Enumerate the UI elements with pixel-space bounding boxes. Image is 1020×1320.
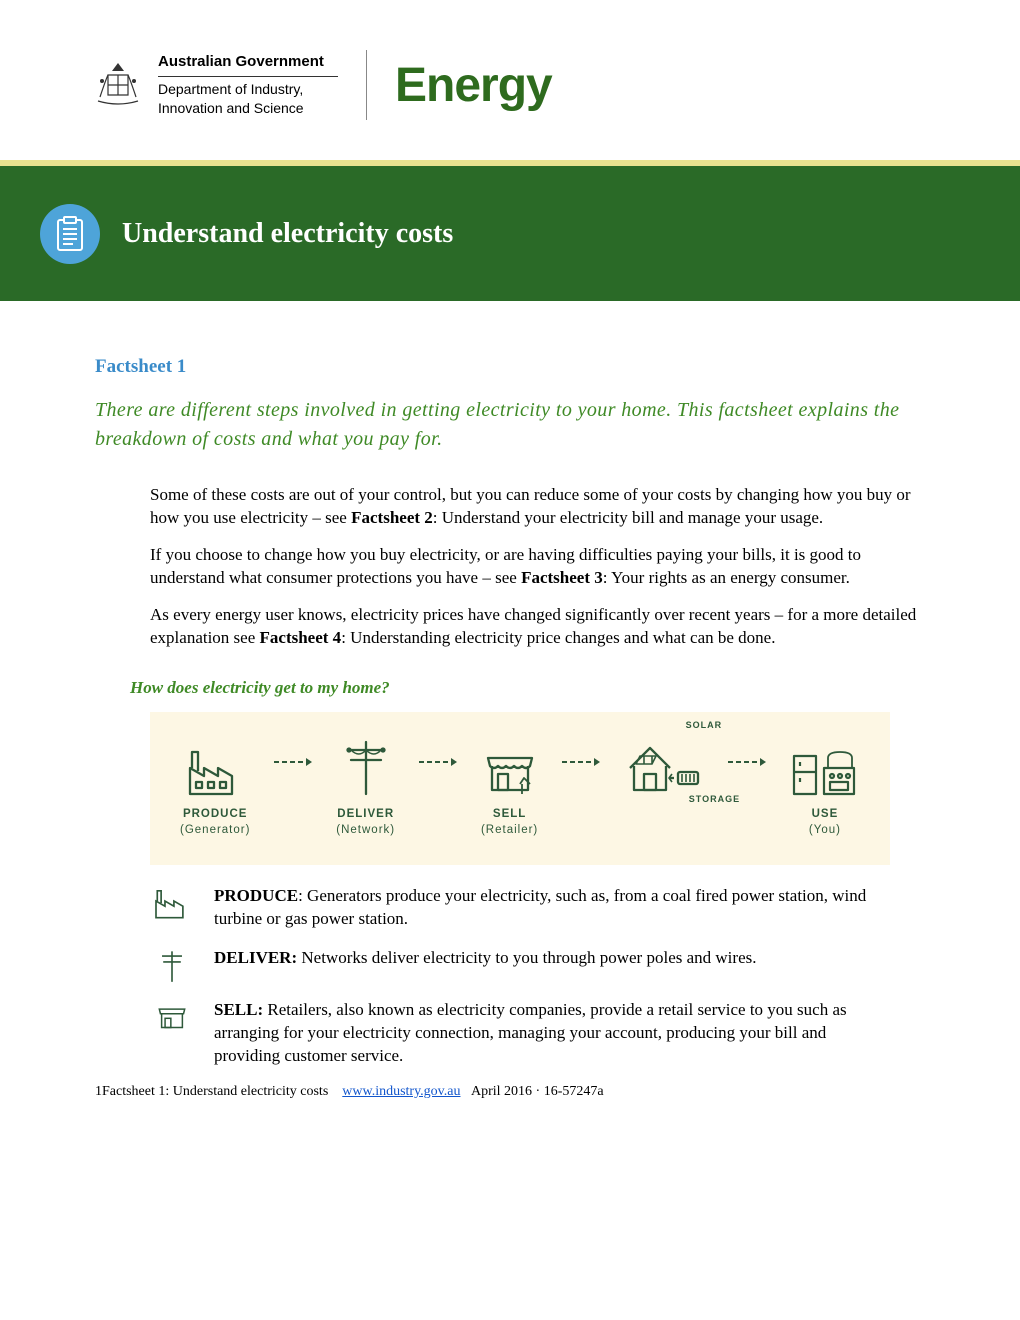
gov-text-block: Australian Government Department of Indu… (158, 52, 338, 117)
diagram-sell-label: SELL (Retailer) (481, 806, 538, 839)
para-2-b: : Your rights as an energy consumer. (603, 568, 850, 587)
header-logo-row: Australian Government Department of Indu… (0, 0, 1020, 160)
arrow-icon (728, 732, 766, 766)
label-text: SELL (481, 806, 538, 823)
storage-label: STORAGE (689, 794, 740, 804)
diagram-use-label: USE (You) (809, 806, 841, 839)
diagram-sell: SELL (Retailer) (481, 732, 538, 839)
footer-link[interactable]: www.industry.gov.au (342, 1084, 460, 1099)
factory-icon (186, 746, 244, 796)
diagram-row: PRODUCE (Generator) (170, 732, 870, 849)
page-title: Understand electricity costs (122, 218, 453, 250)
para-2-bold: Factsheet 3 (521, 568, 603, 587)
diagram-produce: PRODUCE (Generator) (180, 732, 250, 839)
diagram-heading: How does electricity get to my home? (130, 678, 925, 698)
desc-sell-body: Retailers, also known as electricity com… (214, 1000, 847, 1065)
label-text: PRODUCE (180, 806, 250, 823)
para-1-bold: Factsheet 2 (351, 508, 433, 527)
diagram-deliver-label: DELIVER (Network) (336, 806, 395, 839)
factory-icon (153, 887, 191, 919)
para-2: If you choose to change how you buy elec… (150, 544, 925, 590)
desc-produce-bold: PRODUCE (214, 886, 298, 905)
para-1-b: : Understand your electricity bill and m… (433, 508, 823, 527)
desc-sell-bold: SELL: (214, 1000, 263, 1019)
vertical-divider (366, 50, 367, 120)
footer: 1Factsheet 1: Understand electricity cos… (95, 1084, 1020, 1100)
para-3: As every energy user knows, electricity … (150, 604, 925, 650)
diagram-deliver: DELIVER (Network) (336, 732, 395, 839)
desc-sell: SELL: Retailers, also known as electrici… (150, 999, 890, 1068)
dept-line2: Innovation and Science (158, 99, 338, 118)
label-text: DELIVER (336, 806, 395, 823)
desc-produce: PRODUCE: Generators produce your electri… (150, 885, 890, 931)
appliances-icon (790, 742, 860, 796)
diagram-house: SOLAR STORAGE (624, 732, 704, 834)
diagram-produce-label: PRODUCE (Generator) (180, 806, 250, 839)
lede-text: There are different steps involved in ge… (95, 396, 925, 454)
desc-deliver-text: DELIVER: Networks deliver electricity to… (214, 947, 756, 970)
title-banner: Understand electricity costs (0, 166, 1020, 301)
store-icon (482, 744, 538, 796)
arrow-icon (419, 732, 457, 766)
desc-deliver-body: Networks deliver electricity to you thro… (297, 948, 756, 967)
energy-brand: Energy (395, 58, 552, 113)
desc-deliver: DELIVER: Networks deliver electricity to… (150, 947, 890, 983)
label-sub: (Network) (336, 822, 395, 839)
power-pole-icon (341, 738, 391, 796)
label-sub: (Retailer) (481, 822, 538, 839)
desc-sell-text: SELL: Retailers, also known as electrici… (214, 999, 890, 1068)
arrow-icon (274, 732, 312, 766)
factsheet-label: Factsheet 1 (95, 356, 925, 378)
dept-line1: Department of Industry, (158, 80, 338, 99)
label-text: USE (809, 806, 841, 823)
label-sub: (You) (809, 822, 841, 839)
clipboard-circle-icon (40, 204, 100, 264)
coat-of-arms-icon (90, 57, 146, 113)
description-list: PRODUCE: Generators produce your electri… (150, 885, 890, 1068)
para-3-b: : Understanding electricity price change… (341, 628, 775, 647)
gov-crest-block: Australian Government Department of Indu… (90, 52, 338, 117)
diagram-use: USE (You) (790, 732, 860, 839)
body-paragraphs: Some of these costs are out of your cont… (95, 484, 925, 650)
para-1: Some of these costs are out of your cont… (150, 484, 925, 530)
main-content: Factsheet 1 There are different steps in… (0, 301, 1020, 1068)
desc-produce-text: PRODUCE: Generators produce your electri… (214, 885, 890, 931)
divider-line (158, 76, 338, 77)
para-3-bold: Factsheet 4 (260, 628, 342, 647)
power-pole-icon (157, 949, 187, 983)
desc-deliver-bold: DELIVER: (214, 948, 297, 967)
store-icon (154, 1001, 190, 1031)
footer-prefix: 1Factsheet 1: Understand electricity cos… (95, 1084, 328, 1099)
label-sub: (Generator) (180, 822, 250, 839)
footer-suffix: April 2016 · 16-57247a (471, 1084, 604, 1099)
arrow-icon (562, 732, 600, 766)
diagram-container: PRODUCE (Generator) (150, 712, 890, 865)
desc-produce-body: : Generators produce your electricity, s… (214, 886, 866, 928)
clipboard-icon (54, 216, 86, 252)
solar-label: SOLAR (686, 720, 723, 730)
gov-title: Australian Government (158, 52, 338, 72)
house-solar-icon (624, 738, 704, 796)
